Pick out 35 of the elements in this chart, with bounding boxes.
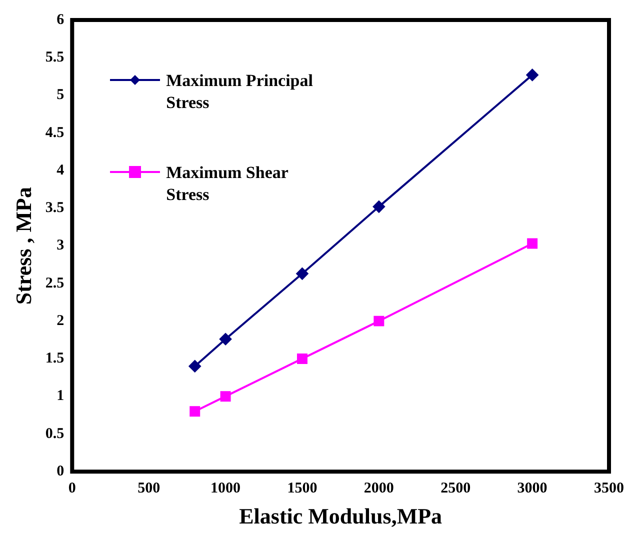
y-axis-title: Stress , MPa [10, 187, 36, 305]
y-tick-label: 0 [56, 463, 64, 480]
x-tick-label: 3500 [594, 480, 624, 496]
point [220, 333, 232, 346]
point [527, 238, 538, 249]
y-tick-label: 1 [56, 388, 64, 404]
point [372, 200, 385, 213]
x-tick-label: 2000 [364, 480, 394, 496]
y-tick-label: 3.5 [45, 200, 64, 216]
point [220, 391, 231, 402]
legend-label: Maximum Principal Stress [166, 70, 314, 114]
y-tick-label: 6 [56, 12, 65, 28]
y-tick-label: 1.5 [45, 350, 64, 367]
legend-label: Maximum Shear Stress [166, 162, 290, 206]
y-tick-label: 0.5 [45, 426, 64, 442]
point [188, 360, 201, 372]
y-tick-label: 2.5 [45, 275, 64, 292]
point [526, 68, 538, 81]
y-tick-label: 2 [56, 312, 64, 329]
point [190, 406, 200, 417]
point [296, 268, 308, 280]
point [296, 353, 308, 364]
x-tick-label: 500 [138, 480, 160, 496]
x-tick-label: 1500 [287, 480, 318, 496]
x-axis-title: Elastic Modulus,MPa [239, 503, 442, 528]
y-tick-label: 4.5 [45, 124, 64, 141]
x-tick-label: 0 [68, 480, 76, 496]
x-tick-label: 2500 [440, 480, 471, 496]
x-tick-label: 1000 [210, 480, 241, 496]
y-tick-label: 5.5 [45, 50, 64, 66]
y-tick-label: 3 [56, 238, 64, 254]
y-tick-label: 4 [56, 162, 65, 178]
point [374, 316, 384, 326]
y-tick-label: 5 [56, 87, 64, 104]
x-tick-label: 3000 [517, 480, 548, 496]
